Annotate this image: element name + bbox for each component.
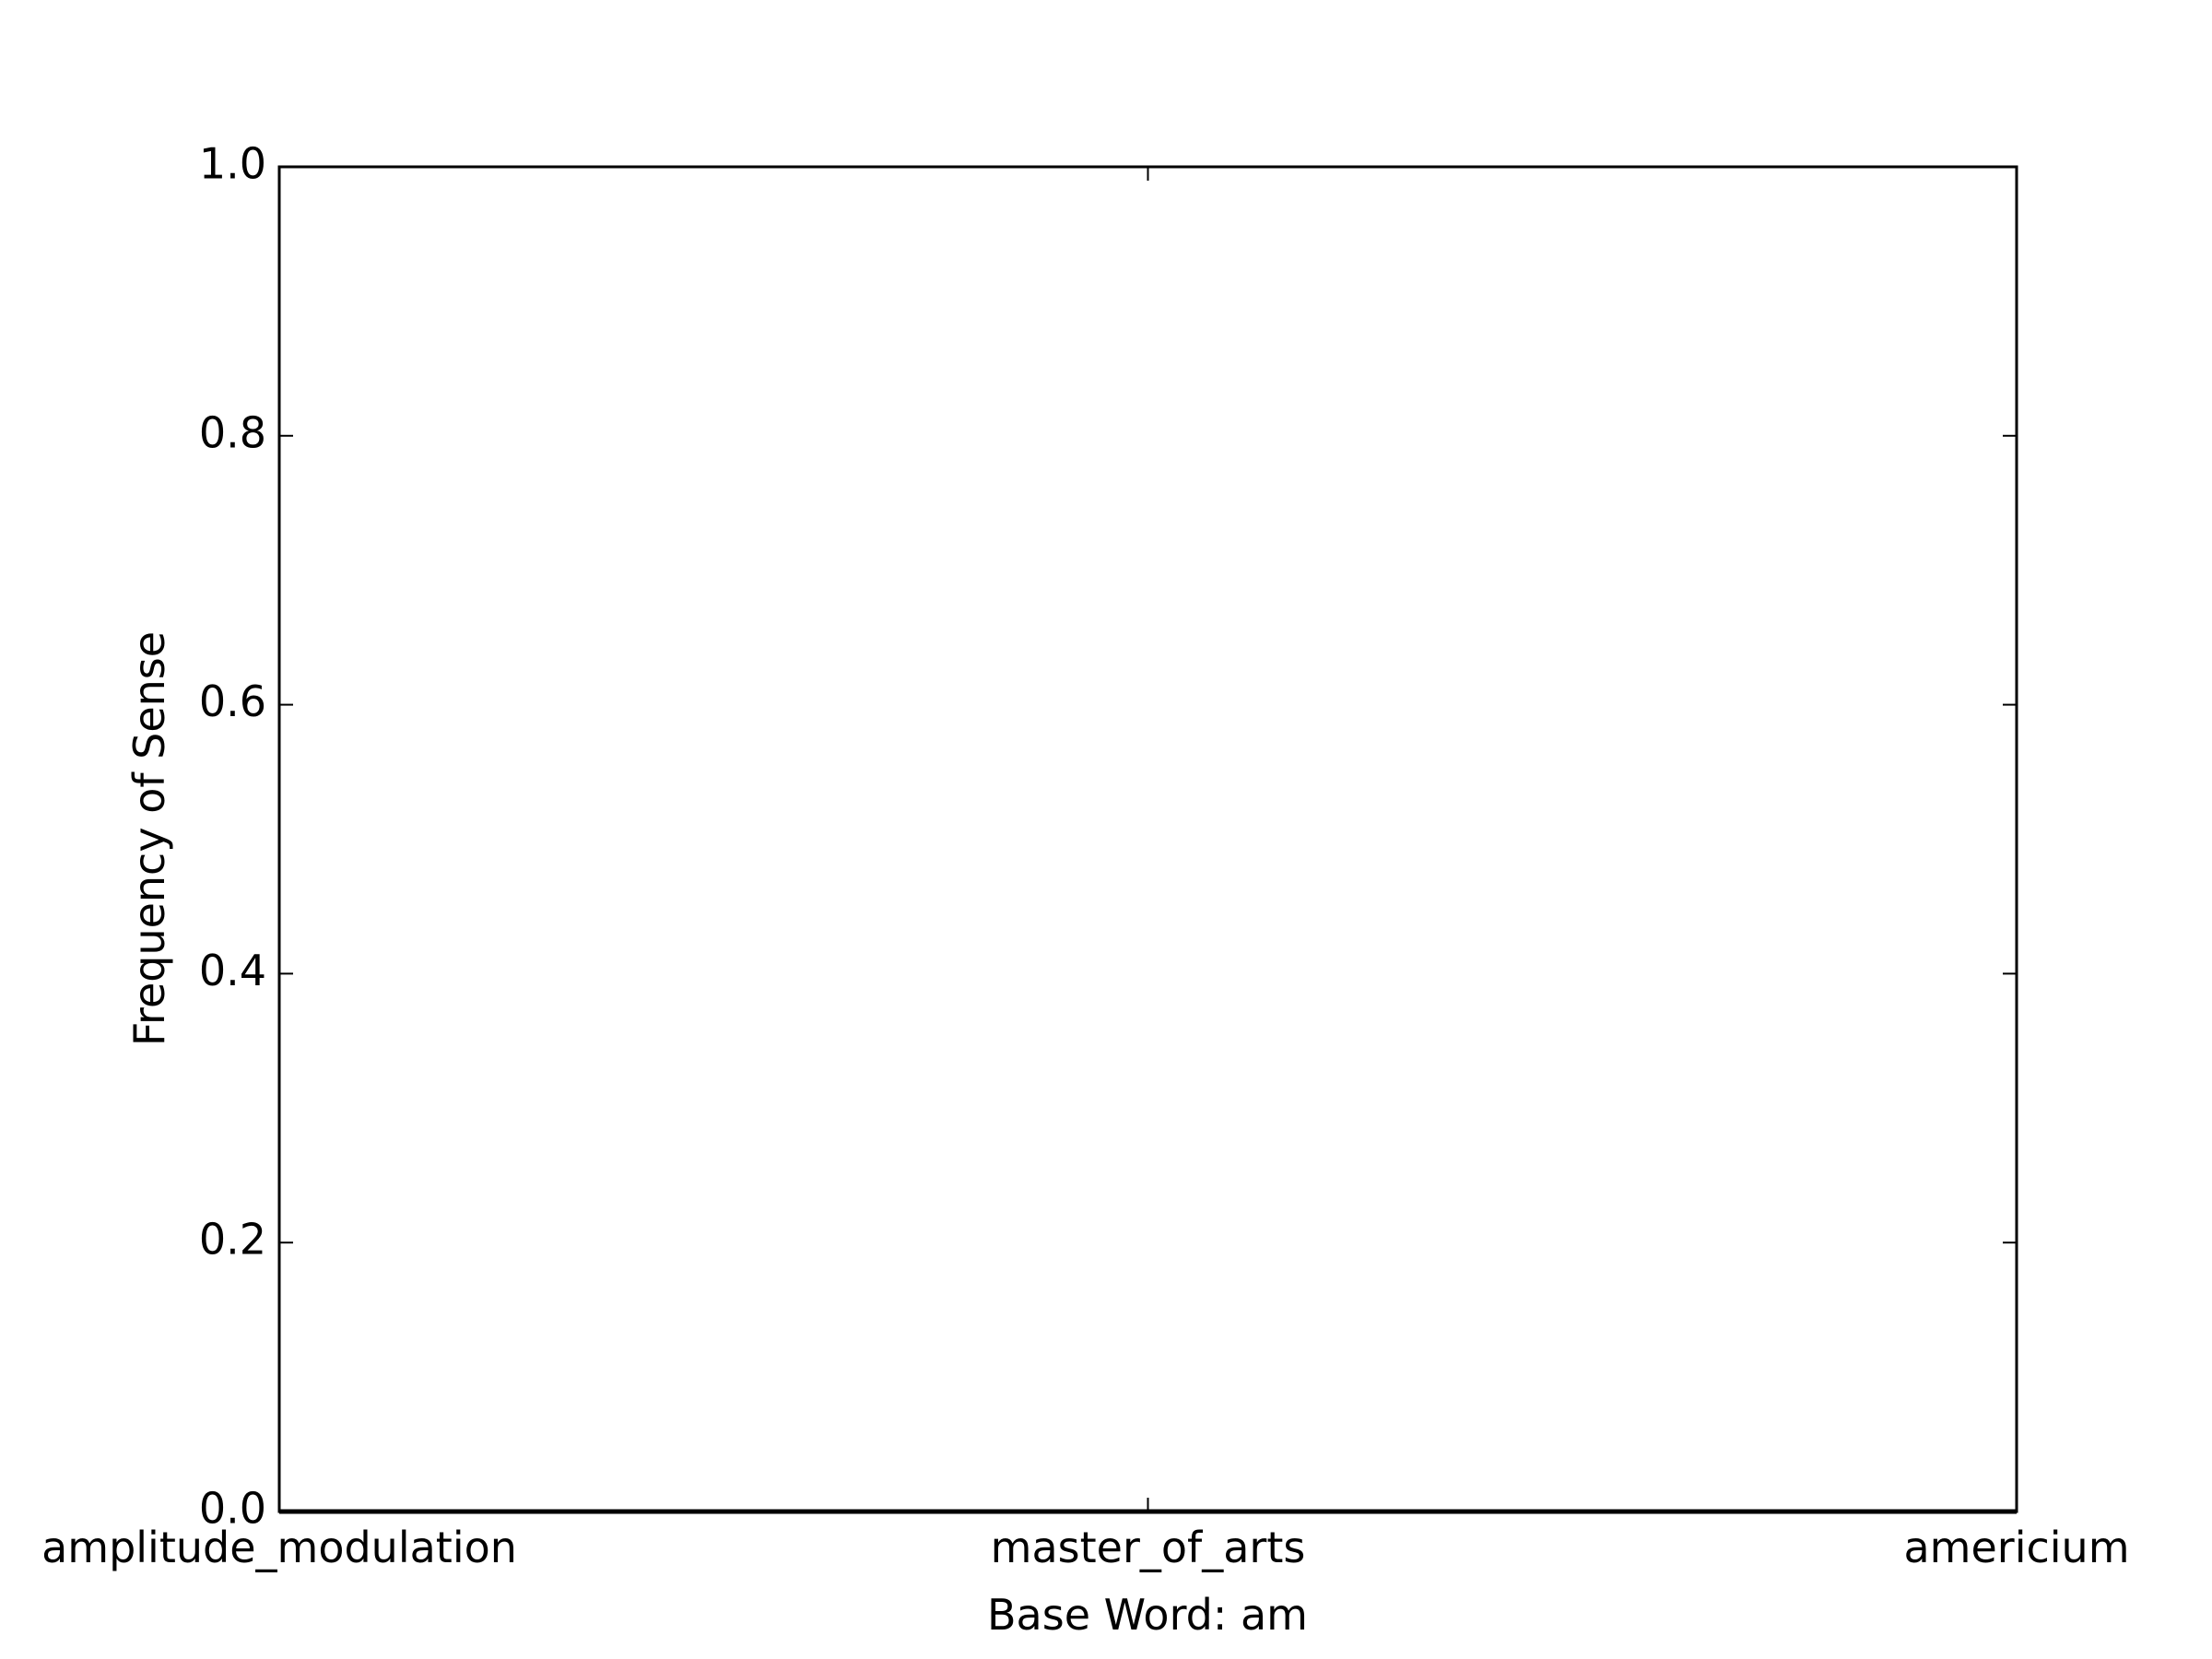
- y-tick-label: 0.2: [199, 1215, 266, 1265]
- x-axis-label: Base Word: am: [987, 1590, 1308, 1640]
- y-tick-label: 0.0: [199, 1484, 266, 1534]
- axis-ticks: 0.0 0.2 0.4 0.6 0.8 1.0 amplitude_modulation ma…: [41, 139, 2129, 1573]
- x-tick-label: amplitude_modulation: [41, 1523, 517, 1572]
- y-tick-label: 1.0: [199, 139, 266, 189]
- y-tick-label: 0.6: [199, 677, 266, 726]
- y-tick-label: 0.4: [199, 946, 266, 995]
- x-tick-label: master_of_arts: [991, 1523, 1306, 1572]
- y-axis-label: Frequency of Sense: [124, 631, 174, 1046]
- y-tick-label: 0.8: [199, 407, 266, 457]
- x-tick-label: americium: [1903, 1523, 2129, 1572]
